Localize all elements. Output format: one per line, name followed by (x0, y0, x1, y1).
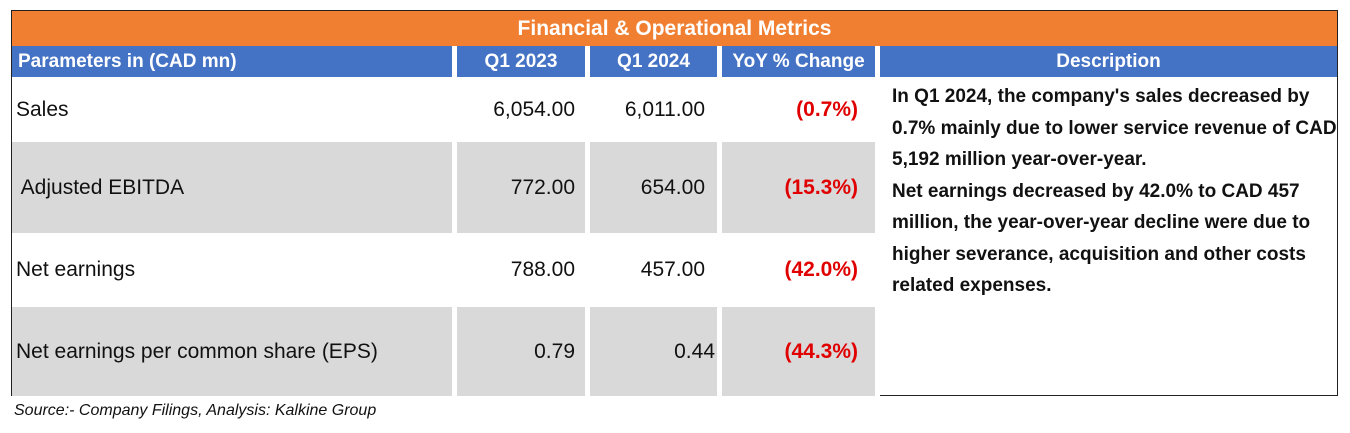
header-parameters: Parameters in (CAD mn) (12, 46, 452, 77)
row-ebitda-parameter: Adjusted EBITDA (16, 175, 185, 199)
header-description: Description (880, 46, 1337, 77)
table-title: Financial & Operational Metrics (12, 11, 1337, 46)
row-background-eps (12, 307, 875, 396)
description-paragraph-earnings: Net earnings decreased by 42.0% to CAD 4… (892, 180, 1311, 297)
source-note: Source:- Company Filings, Analysis: Kalk… (14, 402, 377, 419)
metrics-table: Financial & Operational Metrics Paramete… (11, 10, 1338, 396)
description-text: In Q1 2024, the company's sales decrease… (892, 81, 1337, 302)
column-separator (585, 46, 590, 396)
row-net-earnings-yoy: (42.0%) (784, 258, 858, 281)
row-ebitda-q1-2023: 772.00 (510, 175, 575, 199)
column-separator (452, 46, 457, 396)
row-sales-parameter: Sales (16, 97, 69, 121)
row-net-earnings-q1-2024: 457.00 (640, 258, 705, 281)
row-sales-yoy: (0.7%) (796, 97, 858, 121)
row-net-earnings-parameter: Net earnings (16, 258, 136, 281)
header-q1-2024: Q1 2024 (590, 46, 717, 77)
column-separator (717, 46, 722, 396)
column-separator (875, 46, 880, 396)
row-net-earnings-q1-2023: 788.00 (510, 258, 575, 281)
header-yoy-change: YoY % Change (722, 46, 875, 77)
row-ebitda-yoy: (15.3%) (784, 175, 858, 199)
row-eps-yoy: (44.3%) (784, 339, 858, 363)
row-eps-q1-2023: 0.79 (534, 339, 575, 363)
row-eps-q1-2024: 0.44 (674, 339, 715, 363)
row-sales-q1-2024: 6,011.00 (624, 97, 705, 121)
row-background-adjusted-ebitda (12, 142, 875, 233)
header-q1-2023: Q1 2023 (457, 46, 585, 77)
row-ebitda-q1-2024: 654.00 (640, 175, 705, 199)
row-sales-q1-2023: 6,054.00 (493, 97, 575, 121)
description-paragraph-sales: In Q1 2024, the company's sales decrease… (892, 86, 1337, 170)
row-eps-parameter: Net earnings per common share (EPS) (16, 339, 378, 363)
